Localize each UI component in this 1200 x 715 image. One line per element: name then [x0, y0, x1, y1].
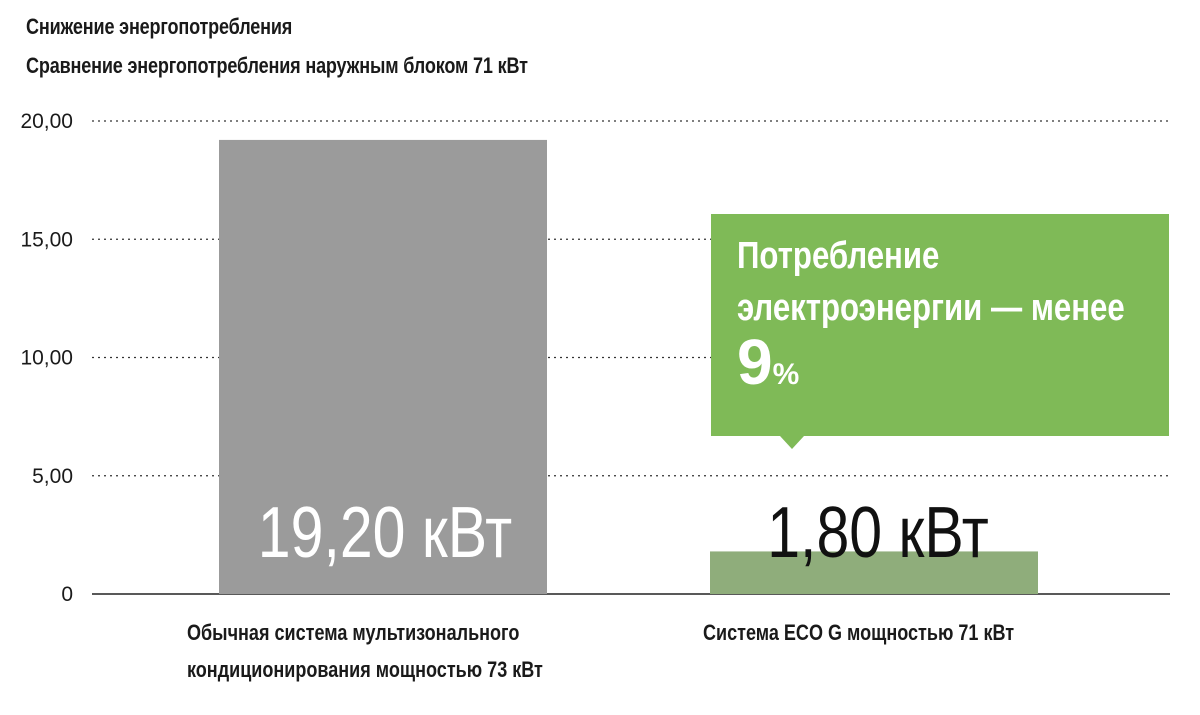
y-tick-label: 0	[61, 583, 73, 606]
callout-line-1: Потребление	[737, 235, 940, 277]
bar-value-label: 19,20 кВт	[258, 491, 512, 572]
x-category-label: Система ECO G мощностью 71 кВт	[703, 621, 1014, 645]
callout-percent-sign: %	[772, 358, 800, 391]
chart-subtitle: Сравнение энергопотребления наружным бло…	[26, 53, 528, 78]
callout-percent-number: 9	[737, 326, 773, 398]
bar	[710, 551, 1038, 594]
y-tick-label: 15,00	[20, 228, 73, 251]
bar	[219, 139, 547, 595]
chart-title: Снижение энергопотребления	[26, 14, 293, 39]
x-category-label: Обычная система мультизонального	[187, 621, 519, 645]
callout-percent: 9%	[737, 330, 1169, 394]
x-category-label: кондиционирования мощностью 73 кВт	[187, 658, 543, 682]
y-tick-label: 5,00	[32, 465, 73, 488]
y-tick-label: 10,00	[20, 347, 73, 370]
y-tick-label: 20,00	[20, 110, 73, 133]
bar-value-label: 1,80 кВт	[767, 491, 989, 572]
savings-callout: Потребление электроэнергии — менее 9%	[711, 214, 1169, 449]
callout-line-2: электроэнергии — менее	[737, 287, 1125, 329]
